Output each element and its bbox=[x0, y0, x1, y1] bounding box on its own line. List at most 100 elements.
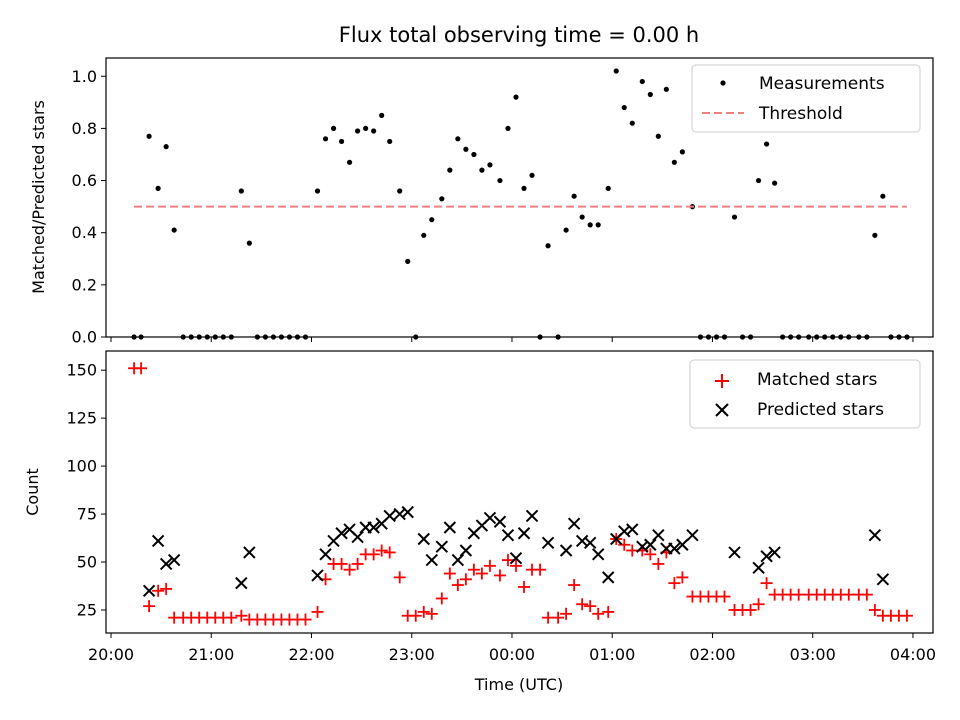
measurement-point-57 bbox=[605, 185, 611, 191]
bottom-x-ticks: 20:00 21:00 22:00 23:00 00:00 01:00 02:00 03:00… bbox=[88, 633, 936, 664]
predicted-point-35 bbox=[575, 534, 589, 548]
measurement-point-4 bbox=[163, 144, 169, 150]
matched-point-51 bbox=[552, 611, 565, 624]
matched-point-39 bbox=[451, 579, 464, 592]
predicted-point-48 bbox=[686, 528, 699, 542]
predicted-point-53 bbox=[868, 528, 882, 542]
measurement-point-45 bbox=[505, 125, 511, 132]
measurement-point-72 bbox=[731, 214, 738, 220]
legend-measurements-marker bbox=[720, 80, 726, 86]
top-legend: Measurements Threshold bbox=[691, 64, 921, 133]
predicted-point-52 bbox=[768, 546, 781, 559]
matched-point-55 bbox=[584, 600, 597, 613]
measurement-point-35 bbox=[421, 232, 427, 238]
measurement-point-22 bbox=[314, 188, 321, 194]
predicted-point-1 bbox=[151, 534, 165, 548]
matched-point-45 bbox=[501, 554, 514, 567]
matched-point-37 bbox=[435, 592, 448, 605]
measurement-point-37 bbox=[439, 196, 445, 202]
bottom-y-ticks: 25 50 75 100 125 150 bbox=[66, 361, 106, 619]
matched-point-53 bbox=[568, 579, 581, 592]
matched-point-42 bbox=[475, 567, 488, 580]
predicted-point-30 bbox=[517, 527, 531, 540]
predicted-point-21 bbox=[443, 521, 457, 534]
predicted-point-49 bbox=[728, 546, 741, 559]
matched-point-36 bbox=[425, 607, 438, 620]
predicted-point-47 bbox=[676, 538, 689, 551]
legend-measurements-label: Measurements bbox=[759, 74, 885, 94]
measurement-point-77 bbox=[772, 180, 778, 186]
bottom-marks bbox=[128, 362, 913, 626]
matched-point-29 bbox=[367, 548, 380, 561]
y-tick-label-1-5: 150 bbox=[66, 361, 97, 380]
matched-point-57 bbox=[602, 605, 615, 618]
measurement-point-14 bbox=[246, 240, 252, 246]
predicted-point-54 bbox=[876, 573, 890, 586]
predicted-point-13 bbox=[367, 521, 380, 534]
matched-point-41 bbox=[467, 563, 480, 576]
matched-point-62 bbox=[644, 548, 657, 561]
x-axis-label: Time (UTC) bbox=[474, 675, 563, 694]
predicted-point-7 bbox=[319, 548, 332, 561]
matched-point-88 bbox=[860, 588, 873, 601]
x-tick-label-3: 23:00 bbox=[389, 645, 435, 664]
matched-point-59 bbox=[618, 538, 631, 551]
y-tick-label-0-3: 0.6 bbox=[72, 171, 97, 190]
predicted-point-5 bbox=[243, 546, 256, 559]
matched-point-26 bbox=[343, 563, 356, 576]
predicted-point-40 bbox=[618, 525, 631, 538]
measurement-point-30 bbox=[379, 112, 385, 118]
predicted-point-17 bbox=[401, 505, 414, 519]
matched-point-76 bbox=[760, 577, 773, 590]
x-tick-label-1: 21:00 bbox=[188, 645, 234, 664]
measurement-point-50 bbox=[545, 243, 551, 249]
bottom-panel: 25 50 75 100 125 150 20:00 21:00 22:00 23:00 00:0… bbox=[23, 350, 936, 694]
measurement-point-53 bbox=[571, 193, 577, 199]
measurement-point-65 bbox=[671, 159, 677, 165]
predicted-point-31 bbox=[525, 509, 539, 523]
top-legend-box bbox=[691, 64, 921, 133]
measurement-point-76 bbox=[763, 141, 770, 147]
x-tick-label-6: 02:00 bbox=[689, 645, 735, 664]
measurement-point-28 bbox=[363, 125, 369, 132]
measurement-point-60 bbox=[629, 120, 635, 126]
matched-point-12 bbox=[225, 611, 238, 624]
measurement-point-32 bbox=[397, 188, 403, 194]
measurement-point-64 bbox=[663, 86, 669, 92]
predicted-point-29 bbox=[509, 551, 523, 565]
matched-point-65 bbox=[668, 577, 681, 590]
measurement-point-36 bbox=[429, 217, 435, 223]
measurement-point-2 bbox=[146, 133, 152, 139]
predicted-point-41 bbox=[626, 523, 639, 536]
measurement-point-42 bbox=[479, 167, 485, 173]
predicted-point-43 bbox=[644, 538, 657, 551]
predicted-point-0 bbox=[142, 584, 156, 598]
x-tick-label-2: 22:00 bbox=[288, 645, 334, 664]
legend-matched-marker bbox=[715, 374, 729, 388]
matched-point-54 bbox=[576, 598, 589, 611]
measurement-point-3 bbox=[155, 185, 161, 191]
top-x-ticks bbox=[110, 337, 914, 342]
measurement-point-89 bbox=[872, 232, 878, 238]
predicted-point-50 bbox=[752, 561, 765, 574]
x-tick-label-0: 20:00 bbox=[88, 645, 134, 664]
y-tick-label-0-5: 1.0 bbox=[72, 67, 97, 86]
matched-point-31 bbox=[383, 546, 396, 559]
matched-point-47 bbox=[518, 580, 531, 593]
predicted-point-28 bbox=[501, 528, 515, 542]
matched-point-60 bbox=[626, 544, 639, 557]
matched-point-49 bbox=[534, 563, 547, 576]
bottom-y-axis-label: Count bbox=[23, 468, 42, 516]
measurement-point-54 bbox=[579, 214, 585, 220]
measurement-point-33 bbox=[405, 258, 411, 264]
predicted-point-37 bbox=[591, 548, 605, 561]
matched-point-1 bbox=[135, 362, 148, 375]
top-y-axis-label: Matched/Predicted stars bbox=[29, 100, 48, 294]
measurement-point-44 bbox=[497, 177, 503, 184]
y-tick-label-0-2: 0.4 bbox=[72, 223, 97, 242]
matched-point-25 bbox=[335, 557, 348, 570]
predicted-point-32 bbox=[541, 536, 555, 550]
top-y-ticks: 0.0 0.2 0.4 0.6 0.8 1.0 bbox=[72, 67, 106, 347]
matched-point-52 bbox=[560, 607, 573, 620]
